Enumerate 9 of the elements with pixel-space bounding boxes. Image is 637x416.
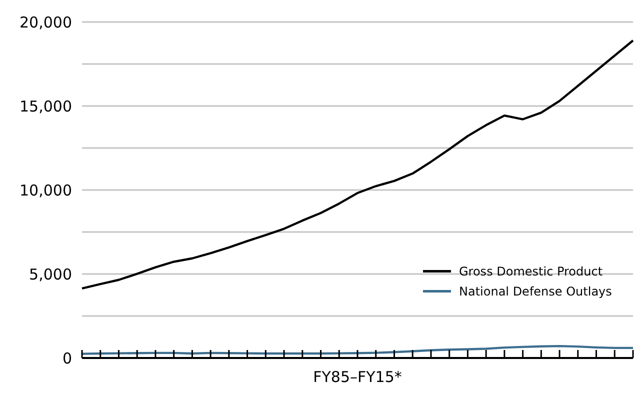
line-series: [80, 344, 634, 355]
legend-label: Gross Domestic Product: [459, 264, 603, 278]
y-tick-label: 5,000: [29, 265, 72, 284]
legend-label: National Defense Outlays: [459, 284, 612, 298]
y-tick-label: 0: [62, 349, 72, 368]
x-axis-title: FY85–FY15*: [313, 368, 402, 386]
y-tick-label: 20,000: [20, 13, 72, 32]
y-tick-label: 15,000: [20, 97, 72, 116]
y-tick-label: 10,000: [20, 181, 72, 200]
